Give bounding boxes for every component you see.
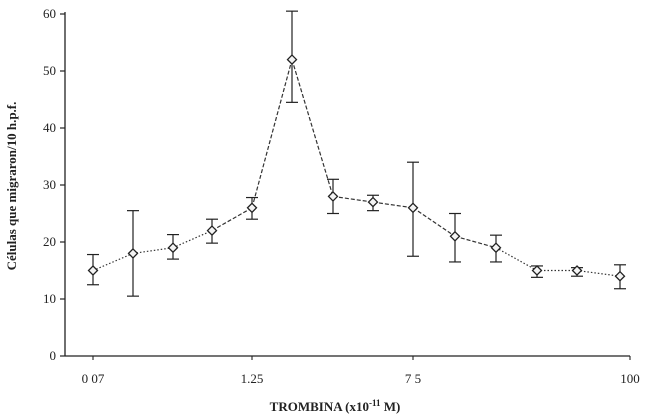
y-tick-label: 60 <box>43 6 56 21</box>
series-segment <box>576 269 621 277</box>
series-segment <box>332 195 374 203</box>
data-point <box>614 270 626 282</box>
y-tick-label: 40 <box>43 120 56 135</box>
y-tick-label: 30 <box>43 177 56 192</box>
x-tick-label: 100 <box>620 371 640 386</box>
y-tick-label: 20 <box>43 234 56 249</box>
y-tick-label: 50 <box>43 63 56 78</box>
series-segment <box>92 252 134 272</box>
x-tick-label: 1.25 <box>241 371 264 386</box>
series-segment <box>251 59 293 208</box>
data-point <box>531 265 543 276</box>
data-point <box>490 242 502 254</box>
series-lines <box>92 59 621 277</box>
data-point <box>167 242 179 254</box>
data-point <box>206 225 218 237</box>
data-point <box>407 202 419 214</box>
series-segment <box>372 201 414 209</box>
x-axis-title: TROMBINA (x10-11 M) <box>270 398 401 414</box>
data-point <box>246 202 258 214</box>
y-axis-title: Células que migraron/10 h.p.f. <box>4 102 19 271</box>
axes <box>64 12 630 357</box>
x-tick-label: 7 5 <box>405 371 421 386</box>
series-segment <box>132 247 174 254</box>
x-tick-label: 0 07 <box>82 371 105 386</box>
series-segment <box>172 230 213 249</box>
data-point <box>87 265 99 276</box>
series-segment <box>211 207 253 232</box>
y-axis-ticks: 0 10 20 30 40 50 60 <box>43 6 65 363</box>
series-segment <box>454 235 497 249</box>
data-point <box>127 247 139 259</box>
series-segment <box>495 247 538 272</box>
y-tick-label: 10 <box>43 291 56 306</box>
error-bars <box>87 10 626 297</box>
data-point <box>327 190 339 202</box>
series-segment <box>412 207 456 237</box>
x-axis-ticks: 0 07 1.25 7 5 100 <box>82 356 640 386</box>
data-point <box>367 196 379 208</box>
data-points <box>87 54 626 282</box>
data-point <box>449 230 461 242</box>
series-segment <box>291 59 334 197</box>
y-tick-label: 0 <box>50 348 57 363</box>
data-point <box>571 265 583 276</box>
data-point <box>286 54 298 66</box>
